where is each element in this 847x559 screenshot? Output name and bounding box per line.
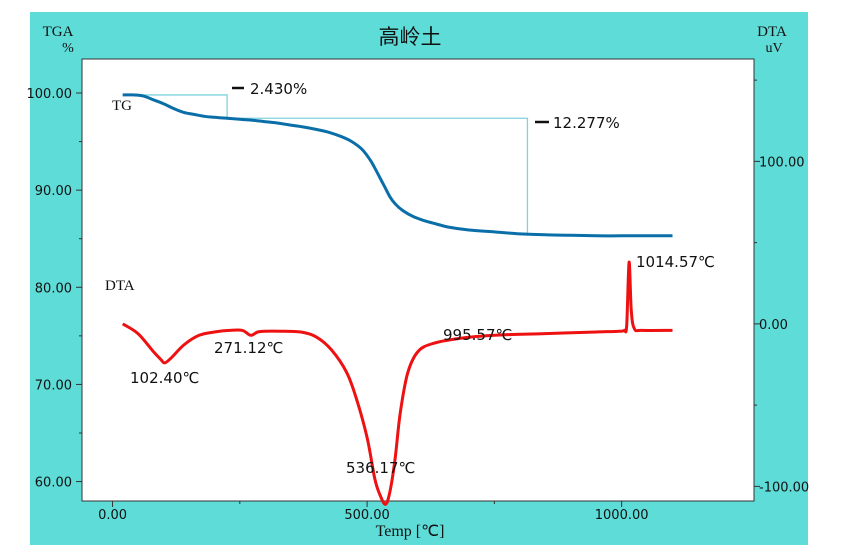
dta-peak-271-label: 271.12℃ — [214, 339, 283, 357]
mass-loss-2-label: 12.277% — [553, 114, 620, 132]
axis-ticks: 100.00 90.00 80.00 70.00 60.00 100.00 0.00 -100… — [27, 79, 809, 523]
series-group — [121, 93, 673, 506]
chart-title: 高岭土 — [379, 25, 442, 49]
dta-peak-1014-label: 1014.57℃ — [636, 253, 715, 271]
left-tick-label: 90.00 — [35, 184, 72, 199]
right-tick-label: -100.00 — [759, 480, 809, 495]
mass-loss-1-label: 2.430% — [250, 80, 307, 98]
left-tick-label: 100.00 — [27, 87, 73, 102]
right-axis-label-line1: DTA — [757, 24, 787, 40]
x-axis-label: Temp [℃] — [376, 523, 445, 540]
step-line-2 — [227, 117, 529, 236]
left-axis-label-line1: TGA — [43, 24, 74, 40]
dta-series-label: DTA — [105, 278, 135, 294]
plot-area — [81, 58, 755, 502]
series-dta-line — [121, 260, 673, 506]
x-tick-label: 500.00 — [344, 508, 390, 523]
dta-peak-995-label: 995.57℃ — [443, 326, 512, 344]
right-axis-label-line2: uV — [765, 41, 782, 56]
left-tick-label: 70.00 — [35, 378, 72, 393]
right-tick-label: 0.00 — [759, 318, 788, 333]
right-tick-label: 100.00 — [759, 155, 805, 170]
dta-peak-102-label: 102.40℃ — [130, 369, 199, 387]
series-tg-line — [122, 93, 673, 238]
left-tick-label: 60.00 — [35, 476, 72, 491]
step-line-1 — [122, 94, 228, 119]
x-tick-label: 1000.00 — [595, 508, 649, 523]
left-tick-label: 80.00 — [35, 281, 72, 296]
annotation-labels: TG DTA 2.430% 12.277% 102.40℃ 271.12℃ 536.17℃ 9… — [105, 80, 715, 477]
dta-peak-536-label: 536.17℃ — [346, 459, 415, 477]
tg-series-label: TG — [112, 98, 132, 114]
x-tick-label: 0.00 — [98, 508, 127, 523]
step-lines — [122, 94, 529, 236]
left-axis-label-line2: % — [62, 41, 74, 56]
